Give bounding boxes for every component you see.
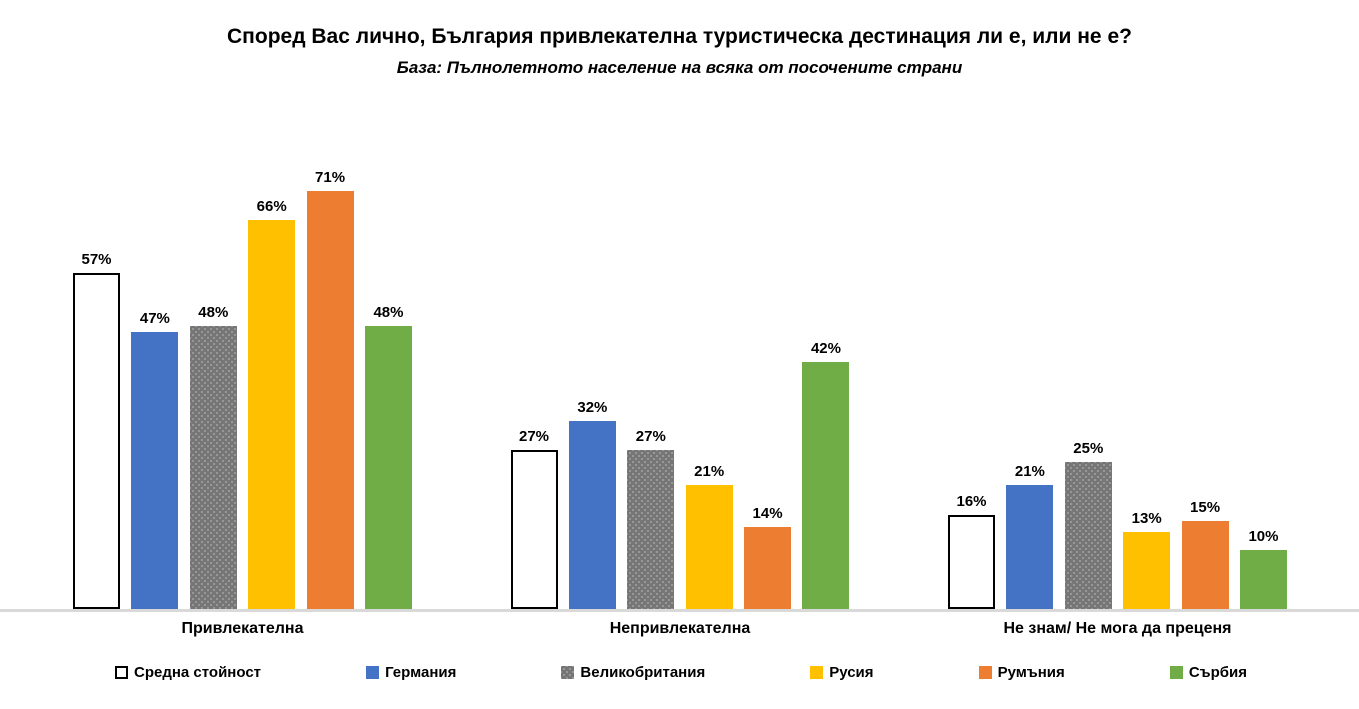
- bar-cell: 21%: [685, 463, 733, 609]
- legend-marker-icon: [978, 666, 992, 679]
- bar-value-label: 13%: [1131, 510, 1162, 527]
- bar-cell: 47%: [131, 310, 179, 609]
- bar-сърбия: [1239, 550, 1287, 609]
- bar-cell: 13%: [1123, 510, 1171, 609]
- bar-cell: 16%: [948, 493, 995, 609]
- bar-value-label: 66%: [256, 198, 287, 215]
- bar-value-label: 14%: [752, 505, 783, 522]
- legend-marker-icon: [366, 666, 380, 679]
- bar-великобритания: [1064, 462, 1112, 609]
- chart-subtitle: База: Пълнолетното население на всяка от…: [396, 58, 963, 77]
- legend-label: Германия: [385, 664, 457, 681]
- bar-германия: [131, 332, 179, 609]
- bar-cell: 25%: [1064, 440, 1112, 609]
- bar-cell: 32%: [568, 399, 616, 609]
- bar-cell: 42%: [802, 340, 850, 609]
- bar-германия: [568, 421, 616, 609]
- bar-value-label: 48%: [373, 304, 404, 321]
- bar-value-label: 27%: [518, 428, 550, 445]
- bar-cell: 66%: [248, 198, 296, 609]
- bar-cell: 48%: [189, 304, 237, 609]
- legend-label: Сърбия: [1188, 664, 1247, 681]
- bar-русия: [685, 485, 733, 609]
- bar-value-label: 32%: [577, 399, 608, 416]
- bar-средна-стойност: [510, 450, 558, 609]
- bar-сърбия: [364, 326, 412, 609]
- bar-value-label: 47%: [139, 310, 170, 327]
- bar-cell: 21%: [1006, 463, 1054, 609]
- bar-румъния: [744, 527, 792, 609]
- legend-label: Средна стойност: [134, 664, 262, 681]
- category-axis: Привлекателна Непривлекателна Не знам/ Не …: [0, 620, 1359, 638]
- category-label-непривлекателна: Непривлекателна: [609, 620, 751, 637]
- bar-великобритания: [627, 450, 675, 609]
- legend-marker-icon: [115, 666, 128, 679]
- bar-value-label: 48%: [198, 304, 229, 321]
- chart-title: Според Вас лично, България привлекателна…: [227, 25, 1132, 48]
- bar-русия: [1123, 532, 1171, 609]
- bar-value-label: 42%: [810, 340, 841, 357]
- bar-cell: 27%: [627, 428, 675, 609]
- legend-item-великобритания: Великобритания: [561, 664, 705, 681]
- bar-cell: 48%: [364, 304, 412, 609]
- category-label-привлекателна: Привлекателна: [181, 620, 304, 637]
- legend-label: Русия: [829, 664, 874, 681]
- bar-cell: 14%: [744, 505, 792, 609]
- bar-value-label: 57%: [81, 251, 112, 268]
- bar-value-label: 21%: [694, 463, 725, 480]
- plot-area: 57% 47% 48% 66% 71% 48% 27% 32% 27% 21% 14% 42% 16% 2…: [0, 160, 1359, 612]
- bar-groups-container: 57% 47% 48% 66% 71% 48% 27% 32% 27% 21% 14% 42% 16% 2…: [0, 160, 1359, 609]
- bar-group-привлекателна: 57% 47% 48% 66% 71% 48%: [73, 160, 412, 609]
- legend-item-средна-стойност: Средна стойност: [115, 664, 261, 681]
- bar-cell: 15%: [1181, 499, 1229, 609]
- bar-сърбия: [802, 362, 850, 609]
- legend-marker-icon: [810, 666, 824, 679]
- legend-label: Великобритания: [580, 664, 706, 681]
- legend-item-сърбия: Сърбия: [1169, 664, 1247, 681]
- legend-marker-icon: [561, 666, 575, 679]
- bar-cell: 27%: [510, 428, 558, 609]
- bar-русия: [248, 220, 296, 609]
- legend-item-германия: Германия: [366, 664, 456, 681]
- bar-group-не-знам-не-мога-да-преценя: 16% 21% 25% 13% 15% 10%: [948, 160, 1287, 609]
- bar-великобритания: [189, 326, 237, 609]
- bar-средна-стойност: [948, 515, 995, 609]
- chart-header: Според Вас лично, България привлекателна…: [0, 0, 1359, 78]
- bar-cell: 71%: [306, 169, 354, 609]
- bar-value-label: 15%: [1190, 499, 1221, 516]
- bar-cell: 57%: [73, 251, 120, 609]
- bar-value-label: 27%: [635, 428, 666, 445]
- bar-румъния: [306, 191, 354, 609]
- legend: Средна стойност Германия Великобритания Рус…: [0, 664, 1359, 681]
- bar-value-label: 16%: [956, 493, 987, 510]
- bar-value-label: 21%: [1014, 463, 1045, 480]
- bar-group-непривлекателна: 27% 32% 27% 21% 14% 42%: [510, 160, 850, 609]
- legend-marker-icon: [1169, 666, 1183, 679]
- bar-средна-стойност: [73, 273, 120, 609]
- bar-value-label: 25%: [1073, 440, 1104, 457]
- legend-label: Румъния: [997, 664, 1065, 681]
- bar-value-label: 71%: [315, 169, 346, 186]
- bar-германия: [1006, 485, 1054, 609]
- bar-cell: 10%: [1239, 528, 1287, 609]
- category-label-не-знам-не-мога-да-преценя: Не знам/ Не мога да преценя: [1003, 620, 1232, 637]
- bar-румъния: [1181, 521, 1229, 609]
- bar-value-label: 10%: [1248, 528, 1279, 545]
- legend-item-румъния: Румъния: [978, 664, 1065, 681]
- legend-item-русия: Русия: [810, 664, 874, 681]
